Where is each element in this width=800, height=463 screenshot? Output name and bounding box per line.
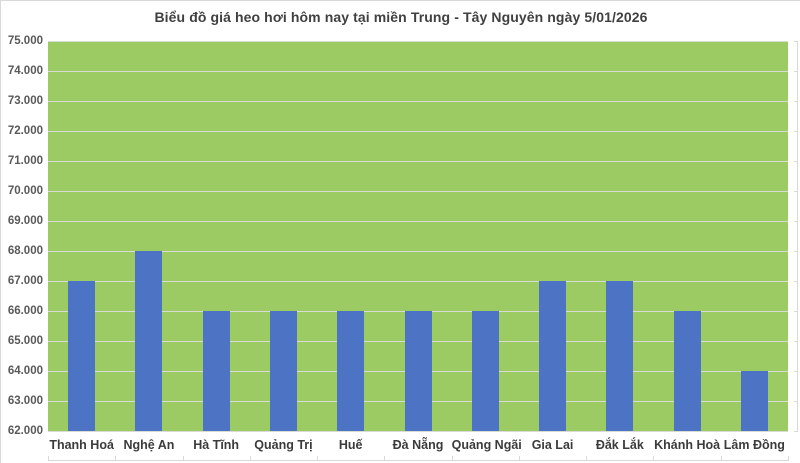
bar-Nghệ An (135, 251, 163, 431)
y-tick-label: 68.000 (7, 245, 43, 257)
right-axis-tick (794, 311, 798, 312)
x-tick-label: Huế (338, 438, 363, 452)
right-axis-line (794, 41, 798, 432)
bar-Huế (337, 311, 365, 431)
bottom-axis-line (48, 456, 789, 461)
gridline (48, 281, 788, 282)
y-tick-label: 63.000 (7, 395, 43, 407)
bottom-axis-tick (518, 456, 520, 461)
gridline (48, 251, 788, 252)
y-tick-label: 66.000 (7, 305, 43, 317)
gridline (48, 221, 788, 222)
x-tick-label: Khánh Hoà (654, 438, 721, 452)
y-tick-label: 67.000 (7, 275, 43, 287)
bar-Quảng Trị (269, 311, 297, 431)
y-tick-label: 72.000 (7, 125, 43, 137)
bottom-axis-tick (317, 456, 319, 461)
bottom-axis-tick (249, 456, 251, 461)
gridline (48, 41, 788, 42)
y-tick-label: 62.000 (7, 425, 43, 437)
bottom-axis-tick (115, 456, 117, 461)
bar-Đà Nẵng (404, 311, 432, 431)
right-axis-tick (794, 131, 798, 132)
bar-Quảng Ngãi (471, 311, 499, 431)
right-axis-tick (794, 251, 798, 252)
bottom-axis-tick (451, 456, 453, 461)
y-tick-label: 69.000 (7, 215, 43, 227)
right-axis-tick (794, 281, 798, 282)
gridline (48, 431, 788, 432)
y-tick-label: 70.000 (7, 185, 43, 197)
right-axis-tick (794, 101, 798, 102)
y-tick-label: 71.000 (7, 155, 43, 167)
y-tick-label: 64.000 (7, 365, 43, 377)
right-axis-tick (794, 221, 798, 222)
bottom-axis-tick (720, 456, 722, 461)
chart-title: Biểu đồ giá heo hơi hôm nay tại miền Tru… (154, 9, 648, 25)
right-axis-tick (794, 41, 798, 42)
bar-Thanh Hoá (68, 281, 96, 431)
x-tick-label: Đắk Lắk (595, 438, 644, 452)
right-axis-tick (794, 191, 798, 192)
gridline (48, 191, 788, 192)
y-tick-label: 65.000 (7, 335, 43, 347)
right-axis-tick (794, 371, 798, 372)
right-axis-tick (794, 71, 798, 72)
y-axis: 75.000 74.000 73.000 72.000 71.000 70.000 69.0… (1, 1, 43, 463)
x-tick-label: Thanh Hoá (49, 438, 114, 452)
y-tick-label: 73.000 (7, 95, 43, 107)
x-tick-label: Quảng Ngãi (451, 438, 522, 452)
right-axis-tick (794, 431, 798, 432)
bottom-axis-tick (48, 456, 49, 461)
bar-Đắk Lắk (606, 281, 634, 431)
bar-Hà Tĩnh (202, 311, 230, 431)
x-tick-label: Gia Lai (531, 438, 574, 452)
y-tick-label: 75.000 (7, 35, 43, 47)
plot-area (48, 41, 788, 432)
bottom-axis-tick (182, 456, 184, 461)
x-tick-label: Quảng Trị (254, 438, 313, 452)
y-tick-label: 74.000 (7, 65, 43, 77)
gridline (48, 71, 788, 72)
bottom-axis-tick (384, 456, 386, 461)
gridline (48, 161, 788, 162)
bottom-axis-tick (653, 456, 655, 461)
x-axis: Thanh Hoá Nghệ An Hà Tĩnh Quảng Trị Huế Đà Nẵ… (48, 438, 788, 456)
gridline (48, 101, 788, 102)
x-tick-label: Hà Tĩnh (193, 438, 240, 452)
bottom-axis-tick (586, 456, 588, 461)
bottom-axis-tick (788, 456, 789, 461)
right-axis-tick (794, 401, 798, 402)
x-tick-label: Lâm Đồng (723, 438, 785, 452)
x-tick-label: Nghệ An (123, 438, 175, 452)
x-tick-label: Đà Nẵng (392, 438, 444, 452)
bar-Gia Lai (539, 281, 567, 431)
right-axis-tick (794, 341, 798, 342)
gridline (48, 131, 788, 132)
right-axis-tick (794, 161, 798, 162)
bar-Khánh Hoà (673, 311, 701, 431)
bar-Lâm Đồng (740, 371, 768, 431)
